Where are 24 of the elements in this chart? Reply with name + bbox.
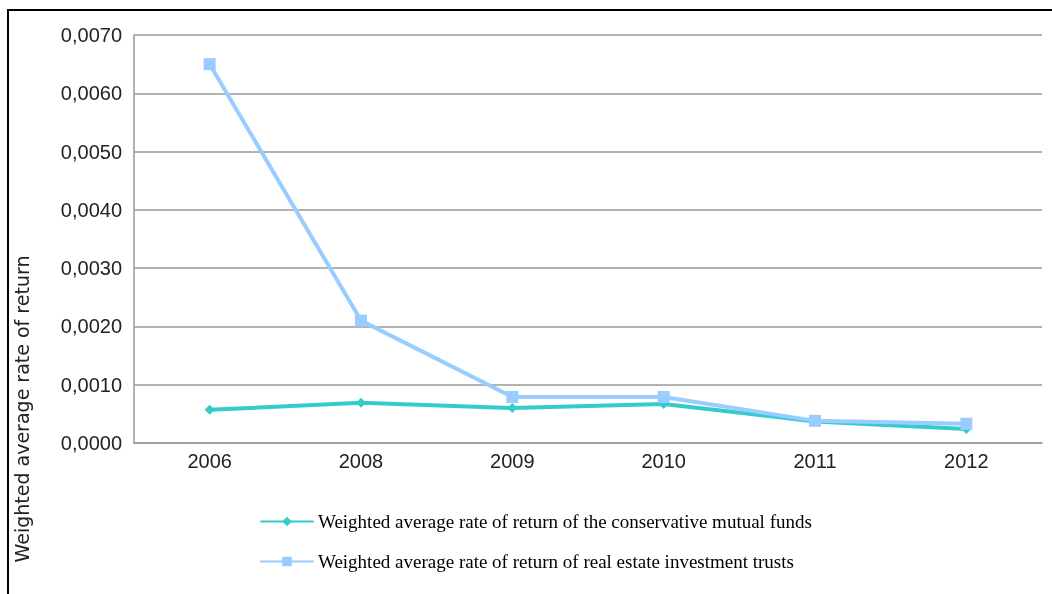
point [960, 417, 973, 430]
point [506, 390, 519, 403]
point [203, 58, 216, 71]
y-tick-label: 0,0000 [60, 432, 122, 454]
y-tick-label: 0,0070 [60, 24, 122, 46]
x-tick-label: 2008 [338, 450, 384, 472]
point [657, 390, 670, 403]
y-tick-label: 0,0020 [60, 315, 122, 338]
y-tick-label: 0,0060 [60, 82, 122, 105]
x-tick-label: 2011 [793, 450, 837, 472]
x-tick-label: 2010 [641, 450, 686, 472]
legend-label: Weighted average rate of return of real estate investment trusts [318, 551, 794, 572]
y-tick-label: 0,0040 [60, 198, 122, 221]
x-tick-label: 2012 [944, 450, 989, 472]
y-tick-label: 0,0010 [60, 373, 122, 396]
x-tick-label: 2009 [490, 450, 535, 472]
legend-label: Weighted average rate of return of the conservative mutual funds [318, 511, 812, 532]
y-axis-title: Weighted average rate of return [10, 255, 33, 563]
y-tick-label: 0,0030 [60, 257, 122, 280]
point [356, 397, 366, 408]
y-tick-label: 0,0050 [60, 140, 122, 163]
point [355, 314, 367, 327]
x-tick-label: 2006 [187, 450, 232, 472]
point [204, 404, 215, 415]
